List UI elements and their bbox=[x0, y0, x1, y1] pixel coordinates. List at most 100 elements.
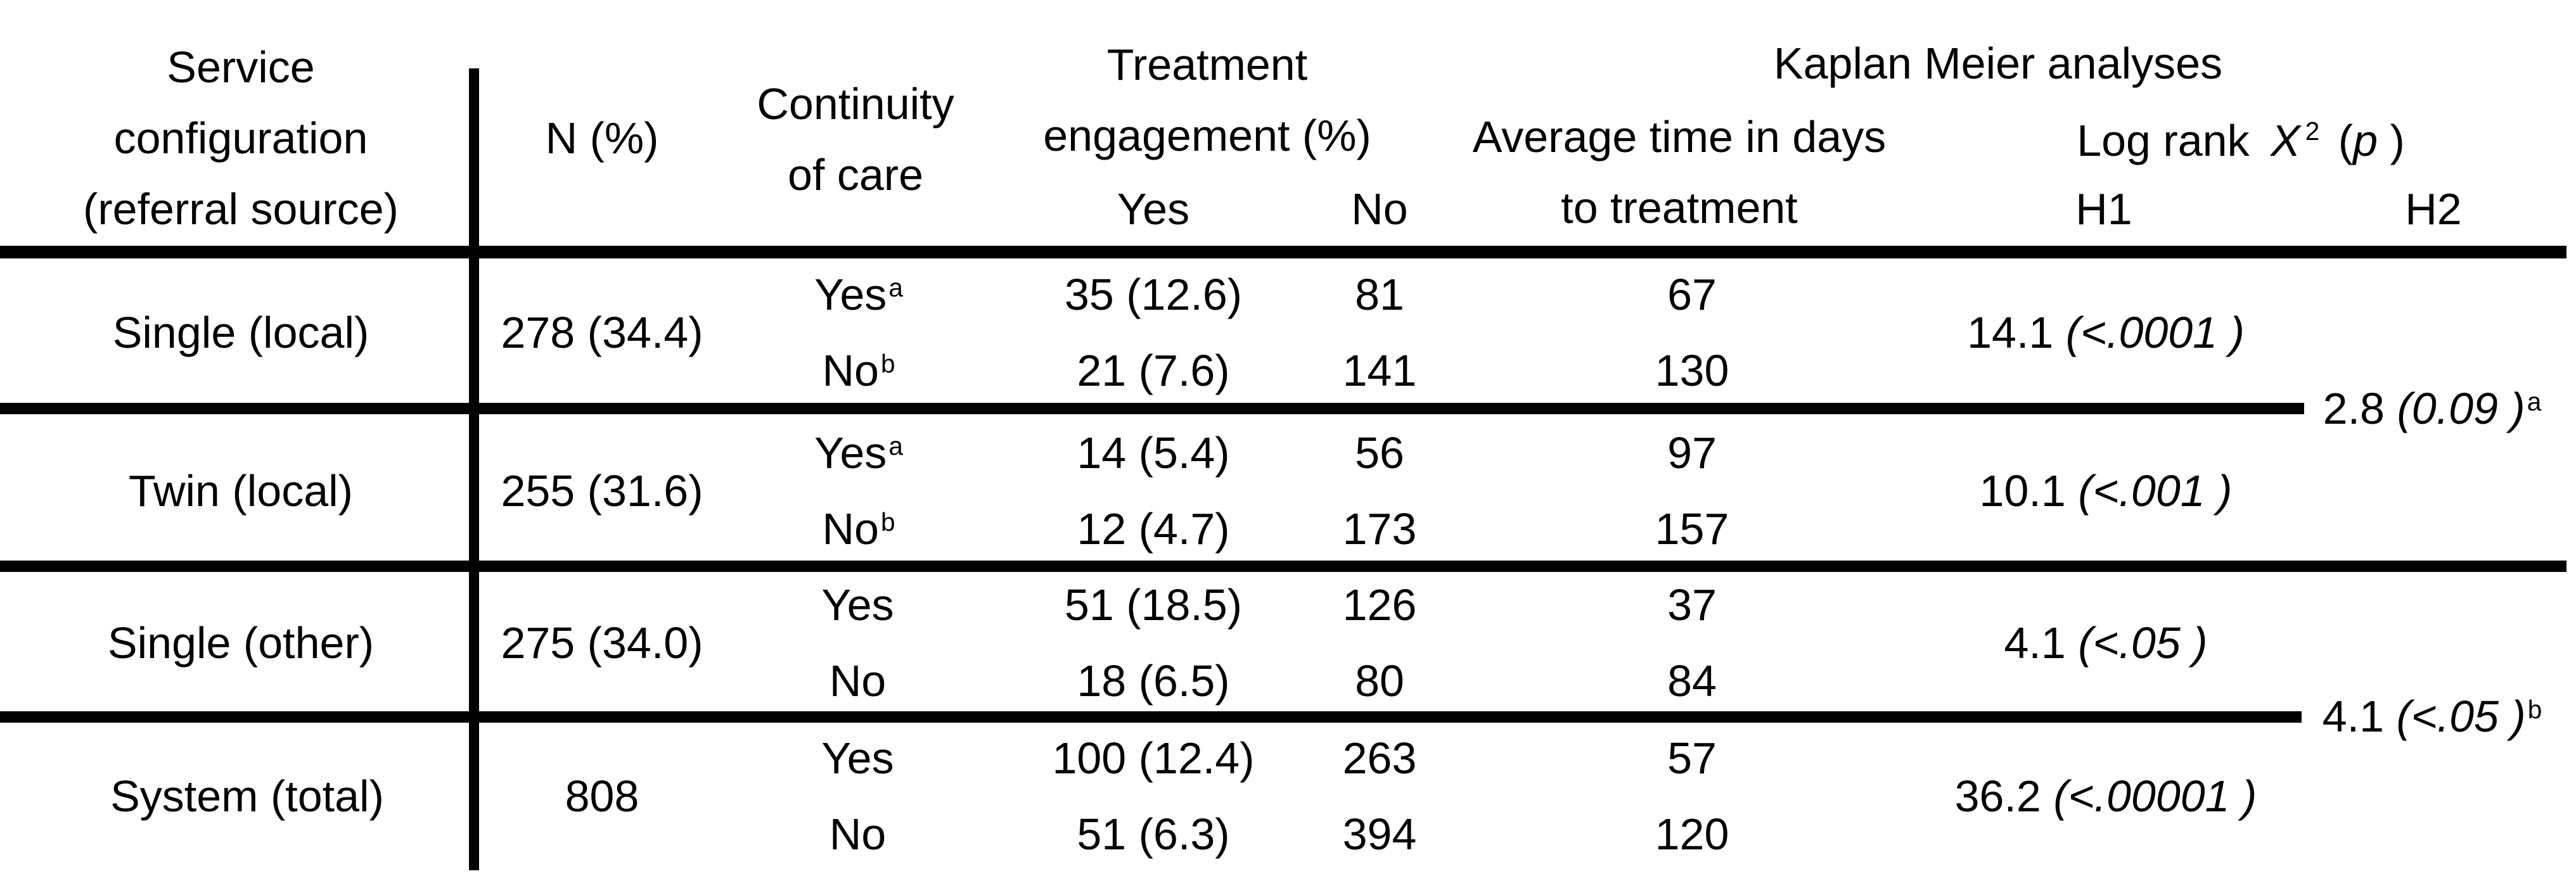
row1-continuity-yes: Yesa bbox=[814, 272, 903, 317]
h2-value-rows1-2-footnote-marker: a bbox=[2527, 386, 2542, 416]
row3-service: Single (other) bbox=[107, 618, 375, 668]
row3-h1-stat: 4.1 bbox=[2004, 618, 2066, 668]
row2-engaged-no-1: 56 bbox=[1355, 428, 1404, 478]
h2-value-rows3-4-footnote-marker: b bbox=[2527, 694, 2542, 724]
row3-h1-pvalue: (<.05 ) bbox=[2078, 618, 2208, 668]
row1-continuity-no: Nob bbox=[822, 348, 895, 393]
row1-avg-days-1: 67 bbox=[1667, 270, 1717, 319]
row4-h1-value: 36.2 (<.00001 ) bbox=[1955, 774, 2257, 818]
row4-avg-days-2: 120 bbox=[1655, 809, 1729, 859]
row4-engaged-yes-2: 51 (6.3) bbox=[1077, 809, 1230, 859]
header-service-config-line1: Service bbox=[167, 42, 315, 92]
header-engagement-no: No bbox=[1351, 184, 1408, 234]
header-continuity-line2: of care bbox=[788, 150, 923, 200]
row1-continuity-no-footnote-marker: b bbox=[880, 348, 895, 378]
row1-h1-pvalue: (<.0001 ) bbox=[2065, 308, 2245, 357]
row2-continuity-yes-footnote-marker: a bbox=[888, 431, 903, 460]
row3-n-pct: 275 (34.0) bbox=[501, 618, 703, 668]
row3-engaged-no-2: 80 bbox=[1355, 656, 1404, 706]
row2-n-pct: 255 (31.6) bbox=[501, 466, 703, 516]
row2-engaged-no-2: 173 bbox=[1342, 504, 1417, 554]
row1-engaged-yes-1: 35 (12.6) bbox=[1064, 270, 1243, 319]
h2-value-rows3-4-stat: 4.1 bbox=[2322, 692, 2385, 741]
header-avg-time-line1: Average time in days bbox=[1472, 112, 1887, 162]
row4-n-pct: 808 bbox=[565, 771, 639, 821]
header-kaplan-meier: Kaplan Meier analyses bbox=[1773, 39, 2223, 88]
row4-continuity-no: No bbox=[830, 812, 888, 856]
row1-h1-value: 14.1 (<.0001 ) bbox=[1967, 310, 2245, 355]
header-treatment-line1: Treatment bbox=[1106, 40, 1308, 89]
header-h2: H2 bbox=[2405, 184, 2462, 234]
row3-h1-value: 4.1 (<.05 ) bbox=[2004, 621, 2207, 665]
row4-engaged-no-1: 263 bbox=[1342, 733, 1417, 783]
header-treatment-engagement: Treatment engagement (%) bbox=[1043, 29, 1371, 171]
row4-engaged-yes-1: 100 (12.4) bbox=[1052, 733, 1255, 783]
row2-continuity-no-label: No bbox=[822, 504, 879, 554]
header-log-rank-chi-exponent: 2 bbox=[2305, 116, 2320, 146]
row3-continuity-no-label: No bbox=[829, 656, 887, 706]
row4-service: System (total) bbox=[110, 771, 384, 821]
row4-continuity-no-label: No bbox=[829, 809, 887, 859]
header-service-config: Service configuration (referral source) bbox=[83, 32, 399, 244]
row2-avg-days-2: 157 bbox=[1655, 504, 1729, 554]
header-continuity: Continuity of care bbox=[757, 68, 954, 210]
column1-vertical-divider-line bbox=[469, 68, 479, 870]
header-log-rank-paren-open: ( bbox=[2338, 116, 2354, 165]
h2-value-rows1-2: 2.8 (0.09 )a bbox=[2323, 386, 2542, 431]
row3-avg-days-2: 84 bbox=[1667, 656, 1717, 706]
row1-h1-stat: 14.1 bbox=[1967, 308, 2054, 357]
header-log-rank-chi: X bbox=[2271, 116, 2300, 165]
header-bottom-rule-line bbox=[0, 246, 2566, 258]
row1-engaged-yes-2: 21 (7.6) bbox=[1077, 346, 1230, 395]
header-avg-time-line2: to treatment bbox=[1561, 183, 1798, 232]
row4-avg-days-1: 57 bbox=[1667, 733, 1717, 783]
row1-continuity-yes-footnote-marker: a bbox=[888, 272, 903, 302]
row1-n-pct: 278 (34.4) bbox=[501, 308, 703, 357]
header-avg-time: Average time in days to treatment bbox=[1473, 101, 1886, 243]
row2-h1-pvalue: (<.001 ) bbox=[2078, 466, 2233, 516]
divider-row1-row2-line bbox=[0, 403, 2304, 414]
row3-continuity-no: No bbox=[830, 659, 888, 703]
row1-continuity-yes-label: Yes bbox=[814, 270, 887, 319]
row2-engaged-yes-1: 14 (5.4) bbox=[1077, 428, 1230, 478]
header-service-config-line3: (referral source) bbox=[83, 184, 399, 234]
row2-service: Twin (local) bbox=[129, 466, 353, 516]
row1-avg-days-2: 130 bbox=[1655, 346, 1729, 395]
row4-h1-pvalue: (<.00001 ) bbox=[2053, 771, 2257, 821]
row3-engaged-yes-2: 18 (6.5) bbox=[1077, 656, 1230, 706]
header-treatment-line2: engagement (%) bbox=[1043, 111, 1371, 160]
row2-avg-days-1: 97 bbox=[1667, 428, 1717, 478]
row2-continuity-no: Nob bbox=[822, 507, 895, 551]
row4-h1-stat: 36.2 bbox=[1954, 771, 2041, 821]
header-continuity-line1: Continuity bbox=[757, 79, 954, 129]
h2-value-rows3-4-pvalue: (<.05 ) bbox=[2396, 692, 2526, 741]
row2-continuity-no-footnote-marker: b bbox=[880, 507, 895, 536]
h2-value-rows1-2-pvalue: (0.09 ) bbox=[2397, 384, 2525, 433]
h2-value-rows1-2-stat: 2.8 bbox=[2323, 384, 2385, 433]
row2-h1-value: 10.1 (<.001 ) bbox=[1980, 469, 2233, 513]
row2-continuity-yes-label: Yes bbox=[814, 428, 887, 478]
header-engagement-yes: Yes bbox=[1117, 184, 1190, 234]
row1-engaged-no-2: 141 bbox=[1342, 346, 1417, 395]
row4-continuity-yes: Yes bbox=[821, 736, 895, 780]
header-service-config-line2: configuration bbox=[113, 113, 368, 163]
h2-value-rows3-4: 4.1 (<.05 )b bbox=[2323, 694, 2542, 739]
row3-engaged-no-1: 126 bbox=[1342, 580, 1417, 630]
row2-h1-stat: 10.1 bbox=[1979, 466, 2066, 516]
row1-continuity-no-label: No bbox=[822, 346, 879, 395]
header-log-rank-prefix: Log rank bbox=[2077, 116, 2250, 165]
row2-engaged-yes-2: 12 (4.7) bbox=[1077, 504, 1230, 554]
row4-continuity-yes-label: Yes bbox=[821, 733, 894, 783]
divider-row3-row4-line bbox=[0, 711, 2302, 723]
row3-continuity-yes-label: Yes bbox=[821, 580, 894, 630]
divider-row2-row3-line bbox=[0, 561, 2566, 572]
row1-service: Single (local) bbox=[112, 308, 369, 357]
header-n-pct: N (%) bbox=[545, 113, 659, 163]
row1-engaged-no-1: 81 bbox=[1355, 270, 1404, 319]
header-log-rank-paren-close: ) bbox=[2390, 116, 2405, 165]
header-h1: H1 bbox=[2075, 184, 2132, 234]
row4-engaged-no-2: 394 bbox=[1342, 809, 1417, 859]
row3-engaged-yes-1: 51 (18.5) bbox=[1064, 580, 1243, 630]
